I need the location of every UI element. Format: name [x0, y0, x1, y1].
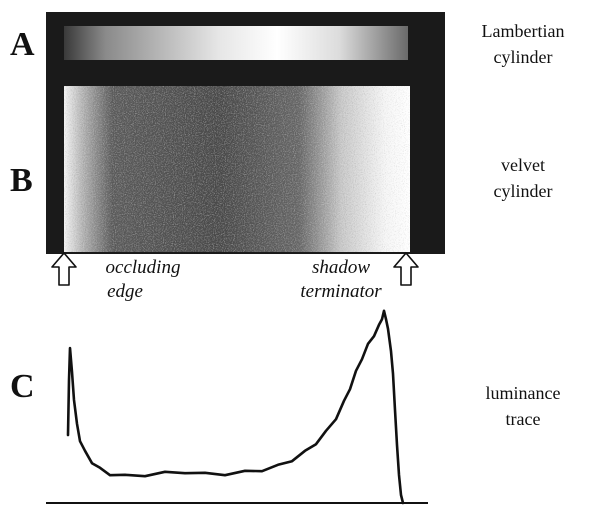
panel-label-b: B — [10, 162, 33, 199]
caption-luminance-trace: luminance trace — [458, 380, 588, 432]
caption-line: luminance — [485, 383, 561, 403]
panel-label-c: C — [10, 368, 35, 405]
caption-line: velvet — [501, 155, 545, 175]
caption-line: cylinder — [493, 47, 553, 67]
occluding-edge-label: occluding edge — [88, 256, 198, 304]
annotation-line: terminator — [300, 281, 382, 302]
caption-velvet-cylinder: velvet cylinder — [458, 152, 588, 204]
lambertian-cylinder-image — [64, 26, 408, 60]
velvet-cylinder-image — [64, 86, 410, 252]
caption-lambertian-cylinder: Lambertian cylinder — [458, 18, 588, 70]
occluding-edge-arrow-icon — [51, 252, 77, 286]
caption-line: Lambertian — [481, 21, 565, 41]
shadow-terminator-label: shadow terminator — [286, 256, 396, 304]
annotation-line: shadow — [311, 257, 371, 278]
annotation-line: occluding — [105, 257, 181, 278]
luminance-trace-line — [66, 309, 405, 505]
caption-line: cylinder — [493, 181, 553, 201]
shadow-terminator-arrow-icon — [393, 252, 419, 286]
panel-label-a: A — [10, 26, 35, 63]
caption-line: trace — [505, 409, 541, 429]
annotation-line: edge — [107, 281, 143, 302]
